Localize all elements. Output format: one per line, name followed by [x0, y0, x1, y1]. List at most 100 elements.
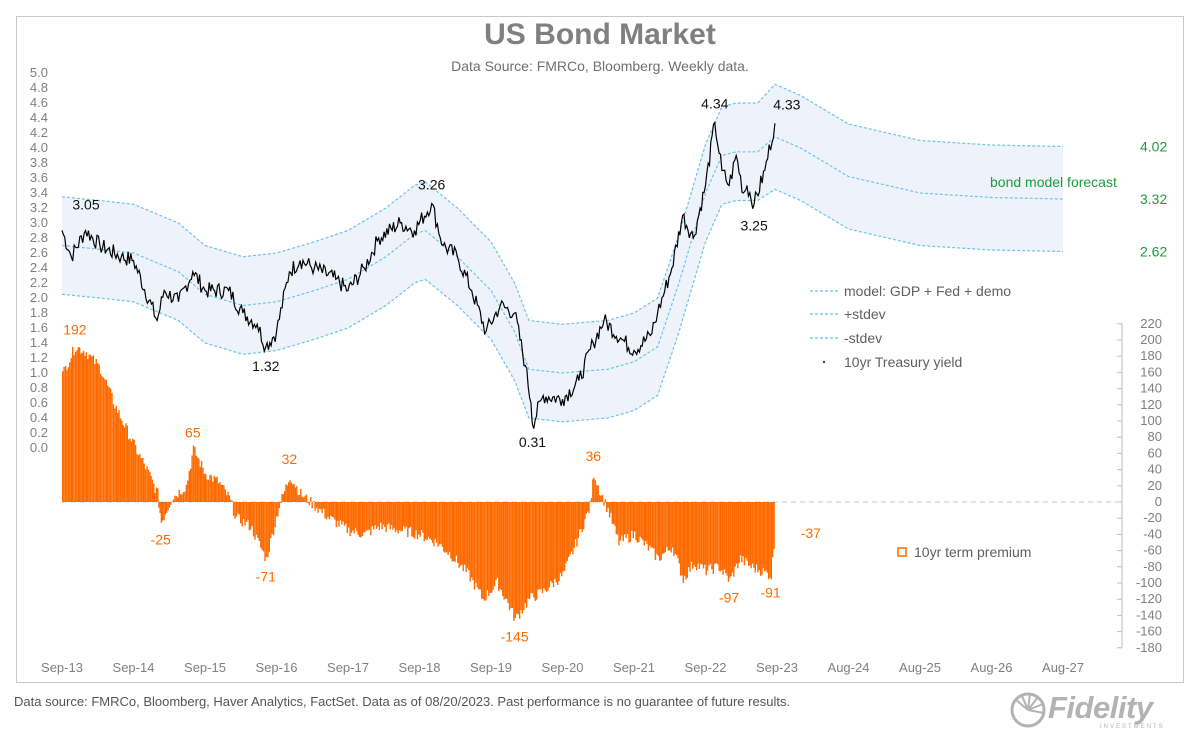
- term-premium-bar: [87, 359, 89, 502]
- term-premium-bar: [363, 502, 365, 533]
- term-premium-bar: [437, 502, 439, 547]
- term-premium-bar: [649, 502, 651, 546]
- term-premium-bar: [238, 502, 240, 515]
- term-premium-bar: [607, 502, 609, 509]
- term-premium-bar: [723, 502, 726, 570]
- term-premium-bar: [314, 502, 316, 511]
- term-premium-bar: [118, 410, 120, 502]
- term-premium-bar: [221, 485, 224, 502]
- term-premium-bar: [405, 502, 408, 527]
- term-premium-bar: [411, 502, 413, 537]
- term-premium-bar: [722, 502, 724, 575]
- term-premium-bar: [281, 494, 283, 502]
- term-premium-bar: [523, 502, 525, 610]
- term-premium-bar: [698, 502, 701, 569]
- term-premium-bar: [566, 502, 568, 561]
- term-premium-bar: [570, 502, 573, 552]
- term-premium-bar: [573, 502, 575, 548]
- term-premium-bar: [656, 502, 658, 555]
- term-premium-bar: [548, 502, 551, 588]
- term-premium-bar: [104, 379, 106, 502]
- right-axis-tick: 20: [1148, 478, 1162, 493]
- term-premium-bar: [115, 405, 117, 502]
- term-premium-bar: [653, 502, 655, 549]
- term-premium-bar: [339, 502, 342, 521]
- yield-annotation: 4.34: [701, 96, 728, 112]
- term-premium-bar: [157, 488, 159, 502]
- legend-label: 10yr term premium: [914, 544, 1031, 560]
- term-premium-bar: [614, 502, 616, 526]
- x-axis-tick: Aug-24: [828, 660, 870, 675]
- term-premium-bar: [343, 502, 346, 526]
- term-premium-bar: [153, 483, 155, 502]
- left-axis-tick: 5.0: [30, 65, 48, 80]
- term-premium-bar: [286, 485, 289, 502]
- term-premium-bar: [354, 502, 357, 528]
- term-premium-bar: [109, 388, 112, 502]
- term-premium-bar: [478, 502, 480, 590]
- term-premium-bar: [425, 502, 427, 540]
- x-axis-tick: Aug-26: [971, 660, 1013, 675]
- term-premium-bar: [766, 502, 768, 573]
- term-premium-bar: [300, 488, 302, 502]
- term-premium-bar: [158, 502, 160, 508]
- term-premium-bar: [430, 502, 432, 540]
- term-premium-bar: [664, 502, 667, 553]
- right-axis-tick: 40: [1148, 462, 1162, 477]
- term-premium-bar: [514, 502, 516, 618]
- term-premium-bar: [414, 502, 416, 539]
- term-premium-bar: [690, 502, 693, 562]
- term-premium-bar: [594, 480, 597, 502]
- term-premium-bar: [92, 355, 95, 502]
- term-premium-bar: [248, 502, 250, 531]
- left-axis-tick: 2.4: [30, 260, 48, 275]
- term-premium-bar: [541, 502, 544, 594]
- left-axis-tick: 4.4: [30, 110, 48, 125]
- term-premium-bar: [704, 502, 706, 565]
- term-premium-bar: [677, 502, 679, 559]
- term-premium-bar: [612, 502, 615, 524]
- term-premium-bar: [365, 502, 368, 531]
- term-premium-bar: [342, 502, 344, 522]
- term-premium-bar: [288, 482, 290, 502]
- term-premium-bar: [755, 502, 758, 565]
- term-premium-bar: [364, 502, 366, 532]
- left-axis-tick: 1.0: [30, 365, 48, 380]
- term-premium-bar: [89, 354, 92, 502]
- term-premium-bar: [195, 455, 197, 502]
- term-premium-bar: [588, 502, 590, 514]
- term-premium-bar: [146, 466, 148, 502]
- term-premium-bar: [251, 502, 253, 526]
- term-premium-bar: [634, 502, 636, 532]
- term-premium-bar: [670, 502, 672, 553]
- yield-annotation: 3.26: [418, 177, 445, 193]
- term-premium-bar: [712, 502, 714, 574]
- term-premium-bar: [360, 502, 362, 538]
- term-premium-bar: [139, 453, 141, 502]
- term-premium-bar: [200, 460, 203, 502]
- term-premium-bar: [260, 502, 262, 548]
- term-premium-bar: [749, 502, 751, 566]
- term-premium-bar: [95, 359, 97, 502]
- left-axis-tick: 3.6: [30, 170, 48, 185]
- x-axis-tick: Sep-17: [327, 660, 369, 675]
- term-premium-bar: [227, 491, 229, 502]
- term-premium-bar: [528, 502, 531, 600]
- term-premium-bar: [577, 502, 579, 539]
- term-premium-annotation: 192: [63, 321, 87, 337]
- x-axis-tick: Aug-25: [899, 660, 941, 675]
- term-premium-bar: [107, 385, 109, 502]
- term-premium-bar: [642, 502, 644, 541]
- term-premium-bar: [172, 499, 175, 502]
- term-premium-bar: [538, 502, 541, 590]
- term-premium-bar: [320, 502, 322, 510]
- term-premium-bar: [212, 481, 214, 502]
- term-premium-bar: [747, 502, 750, 566]
- term-premium-bar: [565, 502, 567, 564]
- term-premium-bar: [721, 502, 723, 571]
- term-premium-bar: [129, 438, 131, 502]
- term-premium-bar: [338, 502, 340, 527]
- term-premium-bar: [285, 484, 287, 502]
- term-premium-bar: [628, 502, 630, 543]
- term-premium-bar: [254, 502, 256, 540]
